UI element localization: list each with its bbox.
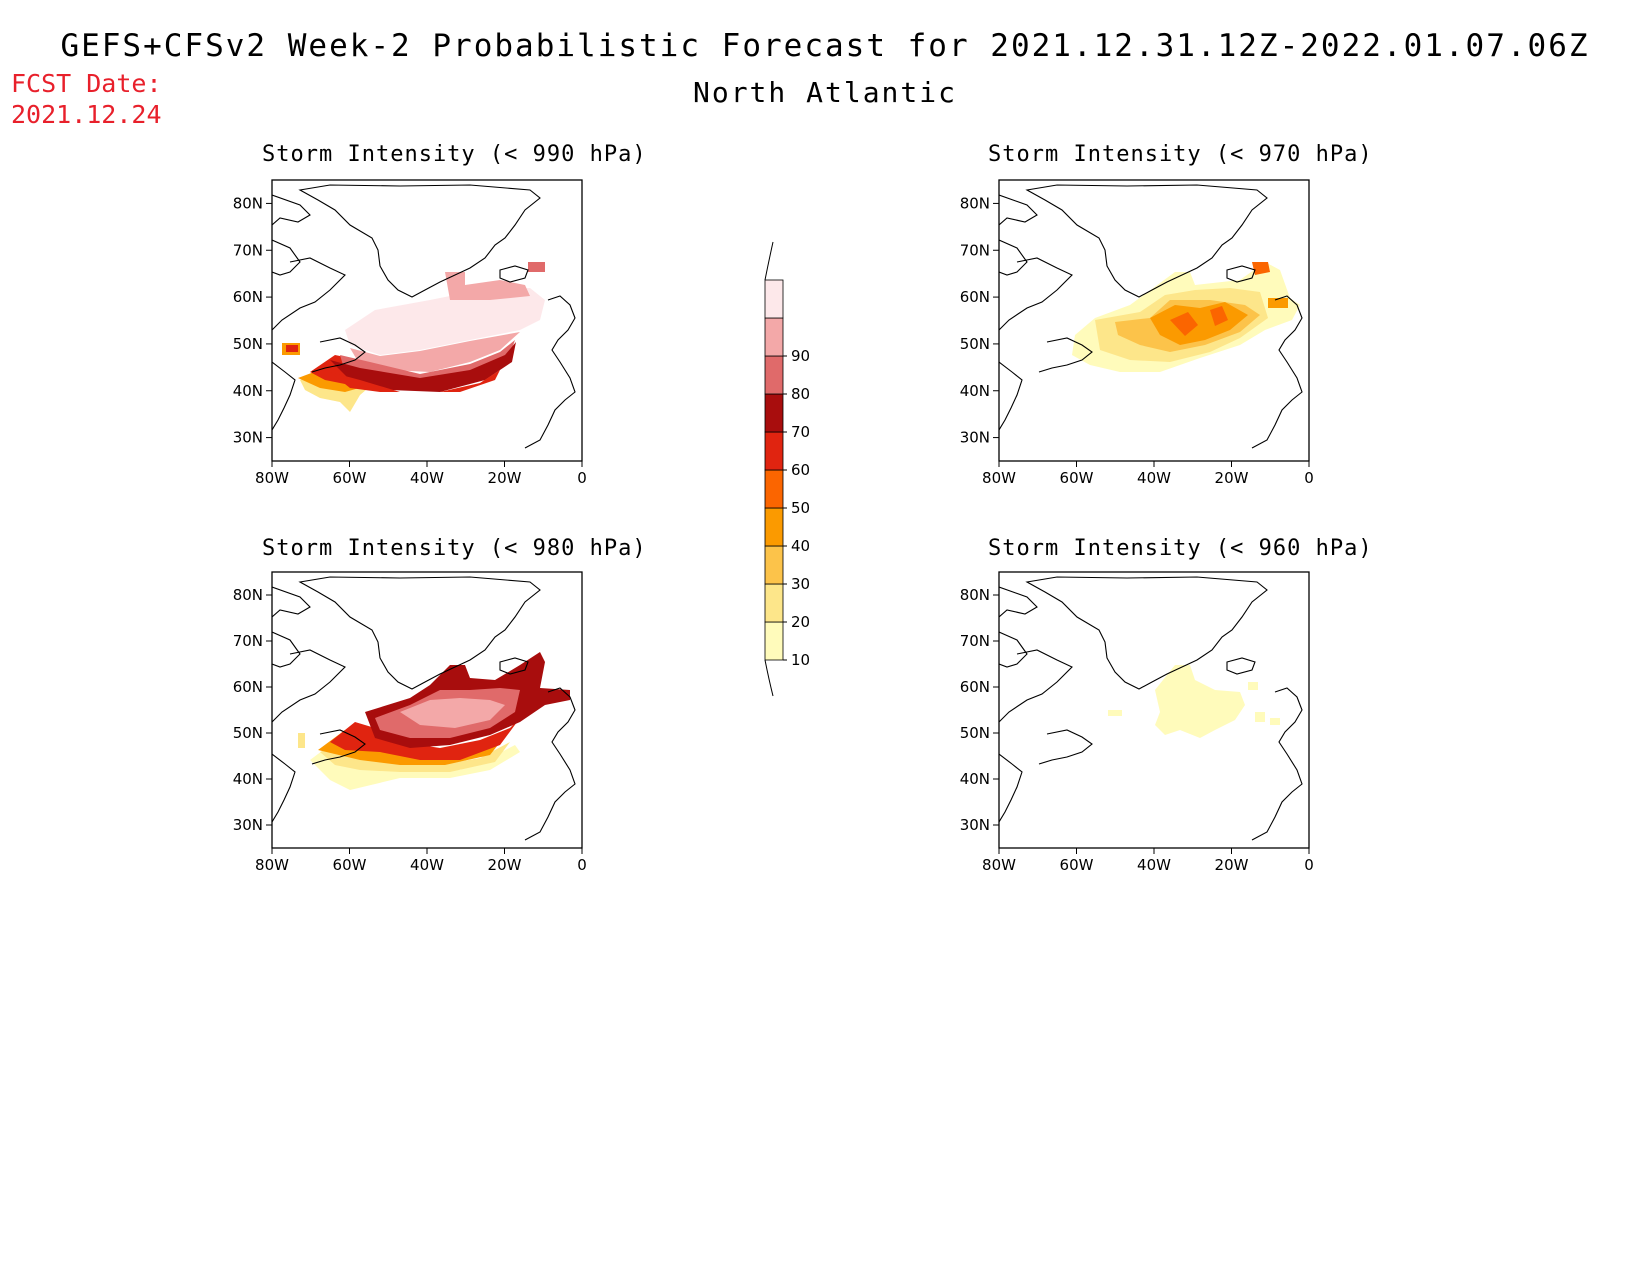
- map-panel-970: [999, 184, 1303, 449]
- probability-field-990: [282, 262, 545, 412]
- lon-tick-label: 20W: [488, 856, 522, 874]
- lat-tick-label: 50N: [233, 724, 263, 742]
- lat-tick-label: 40N: [960, 382, 990, 400]
- panel-title-980: Storm Intensity (< 980 hPa): [262, 536, 647, 561]
- lat-tick-label: 30N: [960, 816, 990, 834]
- colorbar-swatch: [764, 545, 784, 585]
- lat-tick-label: 30N: [233, 429, 263, 447]
- coastlines-980: [272, 576, 576, 841]
- colorbar-label: 50: [791, 499, 810, 517]
- lat-tick-label: 70N: [960, 241, 990, 259]
- colorbar-swatch: [764, 279, 784, 319]
- axes-970: 80N 70N 60N 50N 40N 30N 80W 60W 40W 20W 0: [960, 194, 1314, 487]
- probability-field-960: [1108, 665, 1280, 738]
- lat-tick-label: 50N: [960, 335, 990, 353]
- panel-title-960: Storm Intensity (< 960 hPa): [988, 536, 1373, 561]
- lon-tick-label: 40W: [410, 469, 444, 487]
- lon-tick-label: 80W: [982, 469, 1016, 487]
- chart-subtitle: North Atlantic: [692, 76, 957, 109]
- map-panel-990: [272, 184, 576, 449]
- colorbar-label: 70: [791, 423, 810, 441]
- colorbar-label: 90: [791, 347, 810, 365]
- lat-tick-label: 70N: [960, 632, 990, 650]
- lon-tick-label: 0: [1304, 469, 1314, 487]
- axes-990: 80N 70N 60N 50N 40N 30N 80W 60W 40W 20W 0: [233, 194, 587, 487]
- probability-field-980: [298, 652, 570, 790]
- coastlines-960: [999, 576, 1303, 841]
- lat-tick-label: 60N: [960, 678, 990, 696]
- colorbar-label: 60: [791, 461, 810, 479]
- lon-tick-label: 40W: [1137, 856, 1171, 874]
- lon-tick-label: 40W: [1137, 469, 1171, 487]
- lon-tick-label: 60W: [333, 469, 367, 487]
- axes-layer: 80N 70N 60N 50N 40N 30N 80W 60W 40W 20W 0 80N 70N 60N…: [233, 194, 1314, 874]
- panel-title-990: Storm Intensity (< 990 hPa): [262, 142, 647, 167]
- lon-tick-label: 20W: [1215, 469, 1249, 487]
- lon-tick-label: 20W: [1215, 856, 1249, 874]
- lat-tick-label: 70N: [233, 632, 263, 650]
- lat-tick-label: 60N: [233, 678, 263, 696]
- lat-tick-label: 80N: [960, 194, 990, 212]
- colorbar-label: 40: [791, 537, 810, 555]
- colorbar-swatch: [764, 583, 784, 623]
- lat-tick-label: 30N: [233, 816, 263, 834]
- panel-title-970: Storm Intensity (< 970 hPa): [988, 142, 1373, 167]
- axes-980: 80N 70N 60N 50N 40N 30N 80W 60W 40W 20W 0: [233, 586, 587, 874]
- lon-tick-label: 80W: [982, 856, 1016, 874]
- colorbar-swatch: [764, 393, 784, 433]
- lon-tick-label: 60W: [1060, 856, 1094, 874]
- colorbar: 10 20 30 40 50 60 70 80 90: [764, 241, 810, 697]
- axes-960: 80N 70N 60N 50N 40N 30N 80W 60W 40W 20W 0: [960, 586, 1314, 874]
- lon-tick-label: 80W: [255, 856, 289, 874]
- map-panel-980: [272, 576, 576, 841]
- lat-tick-label: 70N: [233, 241, 263, 259]
- colorbar-label: 20: [791, 613, 810, 631]
- colorbar-high-end: [764, 241, 774, 281]
- coastlines-970: [999, 184, 1303, 449]
- colorbar-label: 10: [791, 651, 810, 669]
- lat-tick-label: 30N: [960, 429, 990, 447]
- coastlines-990: [272, 184, 576, 449]
- colorbar-swatch: [764, 621, 784, 661]
- lat-tick-label: 40N: [960, 770, 990, 788]
- lat-tick-label: 80N: [233, 194, 263, 212]
- colorbar-label: 30: [791, 575, 810, 593]
- fcst-date-block: FCST Date: 2021.12.24: [11, 68, 162, 130]
- chart-title: GEFS+CFSv2 Week-2 Probabilistic Forecast…: [60, 28, 1590, 64]
- fcst-date-label: FCST Date:: [11, 69, 162, 98]
- colorbar-swatch: [764, 507, 784, 547]
- lat-tick-label: 60N: [960, 288, 990, 306]
- lon-tick-label: 0: [577, 469, 587, 487]
- lon-tick-label: 0: [1304, 856, 1314, 874]
- lat-tick-label: 80N: [233, 586, 263, 604]
- colorbar-swatch: [764, 469, 784, 509]
- colorbar-label: 80: [791, 385, 810, 403]
- map-panel-960: [999, 576, 1303, 841]
- colorbar-low-end: [764, 659, 774, 697]
- panel-frame-960: [998, 571, 1310, 849]
- lat-tick-label: 50N: [960, 724, 990, 742]
- lon-tick-label: 80W: [255, 469, 289, 487]
- lat-tick-label: 50N: [233, 335, 263, 353]
- probability-field-970: [1072, 262, 1300, 372]
- lon-tick-label: 20W: [488, 469, 522, 487]
- lat-tick-label: 60N: [233, 288, 263, 306]
- colorbar-swatch: [764, 317, 784, 357]
- lon-tick-label: 0: [577, 856, 587, 874]
- lon-tick-label: 60W: [333, 856, 367, 874]
- lat-tick-label: 40N: [233, 382, 263, 400]
- lat-tick-label: 80N: [960, 586, 990, 604]
- lon-tick-label: 40W: [410, 856, 444, 874]
- lon-tick-label: 60W: [1060, 469, 1094, 487]
- fcst-date-value: 2021.12.24: [11, 100, 162, 129]
- colorbar-swatch: [764, 431, 784, 471]
- colorbar-swatch: [764, 355, 784, 395]
- lat-tick-label: 40N: [233, 770, 263, 788]
